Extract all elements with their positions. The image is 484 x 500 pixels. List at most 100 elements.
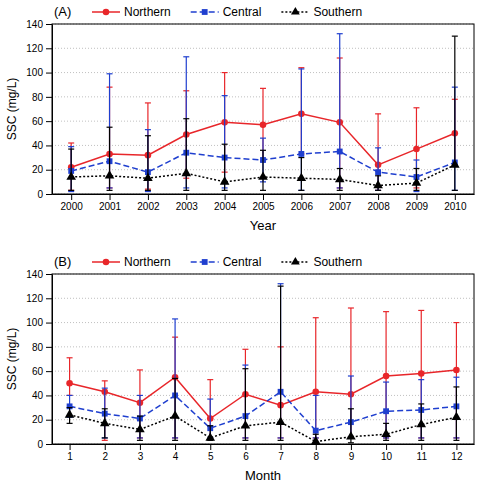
x-tick-label: 2003	[176, 201, 199, 212]
panel-label: (A)	[54, 4, 71, 19]
x-axis-label: Month	[245, 468, 281, 483]
marker	[383, 408, 389, 414]
series	[68, 34, 458, 192]
y-tick-label: 100	[26, 67, 43, 78]
tick-mark	[316, 444, 317, 450]
x-axis: 2000200120022003200420052006200720082009…	[53, 194, 475, 212]
tick-mark	[46, 395, 52, 396]
series-line	[71, 165, 455, 186]
tick-mark	[46, 97, 52, 98]
x-tick: 10	[381, 444, 393, 462]
error-cap	[145, 190, 151, 191]
legend-label: Central	[223, 255, 262, 269]
marker	[100, 418, 110, 426]
error-bar	[260, 88, 266, 161]
y-tick: 100	[26, 317, 52, 328]
marker	[311, 436, 321, 444]
y-tick: 120	[26, 293, 52, 304]
error-cap	[67, 423, 73, 424]
grid	[52, 24, 474, 194]
marker	[383, 373, 390, 380]
error-bar	[102, 388, 108, 438]
error-cap	[298, 157, 304, 158]
error-cap	[107, 190, 113, 191]
error-cap	[313, 434, 319, 435]
grid-line	[52, 298, 474, 299]
y-tick: 140	[26, 19, 52, 30]
x-tick-label: 11	[417, 451, 428, 462]
x-tick: 4	[173, 444, 179, 462]
error-cap	[242, 440, 248, 441]
tick-mark	[340, 194, 341, 200]
grid	[52, 274, 474, 444]
legend-label: Southern	[313, 255, 362, 269]
y-tick: 0	[37, 439, 52, 450]
error-cap	[383, 440, 389, 441]
y-tick-label: 100	[26, 317, 43, 328]
panel-label: (B)	[54, 254, 71, 269]
x-tick-label: 2	[102, 451, 108, 462]
y-tick: 140	[26, 269, 52, 280]
error-cap	[348, 442, 354, 443]
error-cap	[67, 395, 73, 396]
error-line	[71, 143, 72, 190]
tick-mark	[46, 48, 52, 49]
x-tick-label: 2001	[99, 201, 122, 212]
x-tick: 7	[278, 444, 284, 462]
error-cap	[207, 379, 213, 380]
tick-mark	[46, 24, 52, 25]
error-line	[245, 369, 246, 441]
error-line	[315, 318, 316, 438]
error-line	[186, 119, 187, 191]
tick-mark	[140, 444, 141, 450]
grid-line	[52, 72, 474, 73]
error-cap	[222, 95, 228, 96]
marker	[170, 411, 180, 419]
tick-mark	[148, 194, 149, 200]
error-cap	[383, 423, 389, 424]
error-cap	[453, 322, 459, 323]
tick-mark	[456, 444, 457, 450]
x-tick: 8	[313, 444, 319, 462]
y-tick-label: 80	[32, 342, 44, 353]
tick-mark	[70, 444, 71, 450]
marker	[412, 178, 422, 186]
x-tick-label: 4	[173, 451, 179, 462]
error-cap	[418, 440, 424, 441]
error-cap	[183, 56, 189, 57]
x-tick-label: 6	[243, 451, 249, 462]
error-cap	[68, 142, 74, 143]
x-tick: 2005	[252, 194, 275, 212]
y-tick: 20	[32, 164, 52, 175]
error-bar	[102, 381, 108, 441]
error-cap	[383, 381, 389, 382]
series	[65, 286, 461, 444]
legend-item: Northern	[92, 5, 171, 19]
error-bar	[242, 369, 248, 441]
error-line	[104, 381, 105, 441]
error-line	[71, 147, 72, 192]
marker	[453, 367, 460, 374]
marker	[143, 173, 153, 181]
error-cap	[207, 398, 213, 399]
error-cap	[222, 72, 228, 73]
marker	[66, 171, 76, 179]
tick-mark	[281, 444, 282, 450]
error-line	[262, 150, 263, 190]
error-cap	[183, 118, 189, 119]
tick-mark	[46, 274, 52, 275]
error-bar	[183, 119, 189, 191]
error-cap	[375, 175, 381, 176]
marker	[418, 370, 425, 377]
x-tick: 6	[243, 444, 249, 462]
y-tick-label: 60	[32, 366, 44, 377]
tick-mark	[245, 444, 246, 450]
marker	[413, 146, 420, 153]
x-axis-label: Year	[250, 218, 277, 233]
series-line	[70, 392, 457, 431]
y-tick: 120	[26, 43, 52, 54]
legend-item: Southern	[281, 5, 362, 19]
error-cap	[137, 395, 143, 396]
error-cap	[452, 36, 458, 37]
marker	[276, 417, 286, 425]
